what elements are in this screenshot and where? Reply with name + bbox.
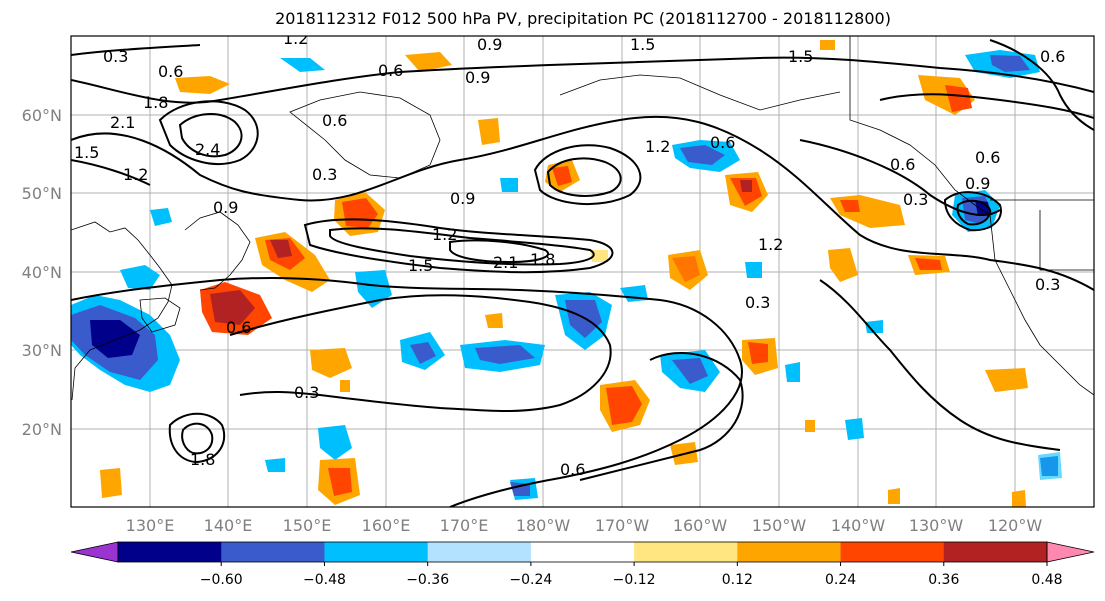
colorbar-tick-label: 0.36 (928, 572, 959, 588)
contour-labels: 0.3 0.6 1.2 0.9 1.5 0.6 0.9 1.5 1.8 2.1 … (74, 29, 1065, 479)
svg-text:0.6: 0.6 (710, 133, 735, 152)
colorbar-segment (840, 542, 945, 562)
lon-label: 130°W (909, 516, 964, 535)
lon-label: 140°E (204, 516, 253, 535)
svg-text:0.6: 0.6 (560, 460, 585, 479)
lon-label: 160°E (362, 516, 411, 535)
svg-text:2.4: 2.4 (195, 140, 220, 159)
svg-text:0.6: 0.6 (1040, 47, 1065, 66)
svg-text:0.6: 0.6 (975, 148, 1000, 167)
svg-text:1.2: 1.2 (123, 165, 148, 184)
latitude-labels: 60°N 50°N 40°N 30°N 20°N (22, 106, 62, 439)
colorbar-tick-label: −0.12 (613, 572, 656, 588)
precip-patches (71, 40, 1062, 507)
colorbar-segment (221, 542, 325, 562)
lat-label: 60°N (22, 106, 62, 125)
colorbar-segment (634, 542, 738, 562)
svg-text:0.3: 0.3 (294, 383, 319, 402)
colorbar-tick-label: 0.24 (825, 572, 856, 588)
svg-text:0.3: 0.3 (1035, 275, 1060, 294)
svg-text:0.6: 0.6 (158, 62, 183, 81)
svg-text:0.3: 0.3 (312, 165, 337, 184)
svg-text:2.1: 2.1 (493, 253, 518, 272)
colorbar-segment (324, 542, 429, 562)
svg-text:1.8: 1.8 (530, 250, 555, 269)
svg-text:1.8: 1.8 (143, 93, 168, 112)
lon-label: 140°W (831, 516, 886, 535)
colorbar (70, 541, 1095, 563)
colorbar-segment (427, 542, 532, 562)
lon-label: 150°E (283, 516, 332, 535)
svg-text:0.9: 0.9 (213, 198, 238, 217)
svg-text:0.9: 0.9 (965, 174, 990, 193)
lon-label: 160°W (673, 516, 728, 535)
colorbar-extend-max (1046, 541, 1095, 563)
colorbar-ticks: −0.60 −0.48 −0.36 −0.24 −0.12 0.12 0.24 0.36 0.4… (200, 562, 1063, 588)
svg-text:1.2: 1.2 (283, 29, 308, 48)
lat-label: 20°N (22, 420, 62, 439)
svg-text:2.1: 2.1 (110, 113, 135, 132)
svg-text:0.9: 0.9 (477, 35, 502, 54)
svg-text:0.6: 0.6 (322, 111, 347, 130)
svg-text:1.2: 1.2 (758, 235, 783, 254)
longitude-labels: 130°E 140°E 150°E 160°E 170°E 180°W 170°… (126, 516, 1043, 535)
lat-label: 50°N (22, 184, 62, 203)
map-title: 2018112312 F012 500 hPa PV, precipitatio… (275, 9, 891, 28)
svg-text:1.5: 1.5 (630, 35, 655, 54)
colorbar-tick-label: 0.48 (1031, 572, 1062, 588)
lon-label: 170°W (595, 516, 650, 535)
svg-text:1.5: 1.5 (408, 256, 433, 275)
colorbar-segment (943, 542, 1048, 562)
colorbar-tick-label: −0.60 (200, 572, 243, 588)
colorbar-tick-label: −0.48 (303, 572, 346, 588)
colorbar-extend-min (70, 541, 119, 563)
svg-text:0.9: 0.9 (465, 68, 490, 87)
map-frame (70, 35, 1095, 508)
colorbar-segment (530, 542, 635, 562)
lon-label: 120°W (988, 516, 1043, 535)
svg-text:1.2: 1.2 (645, 137, 670, 156)
svg-text:0.3: 0.3 (903, 190, 928, 209)
colorbar-tick-label: −0.36 (406, 572, 449, 588)
lon-label: 170°E (440, 516, 489, 535)
svg-text:0.6: 0.6 (378, 61, 403, 80)
svg-text:1.8: 1.8 (190, 450, 215, 469)
svg-text:0.3: 0.3 (745, 293, 770, 312)
colorbar-border (117, 541, 1048, 563)
svg-text:0.6: 0.6 (890, 155, 915, 174)
lon-label: 180°W (516, 516, 571, 535)
svg-text:0.9: 0.9 (450, 189, 475, 208)
svg-text:1.2: 1.2 (432, 225, 457, 244)
svg-text:1.5: 1.5 (74, 143, 99, 162)
lon-label: 150°W (752, 516, 807, 535)
lat-label: 40°N (22, 263, 62, 282)
lat-label: 30°N (22, 341, 62, 360)
lon-label: 130°E (126, 516, 175, 535)
svg-text:0.6: 0.6 (226, 318, 251, 337)
colorbar-tick-label: −0.24 (509, 572, 552, 588)
svg-text:0.3: 0.3 (103, 47, 128, 66)
colorbar-segment (737, 542, 842, 562)
pv-contours (71, 39, 1094, 507)
svg-text:1.5: 1.5 (788, 47, 813, 66)
colorbar-tick-label: 0.12 (722, 572, 753, 588)
colorbar-segment (118, 542, 222, 562)
